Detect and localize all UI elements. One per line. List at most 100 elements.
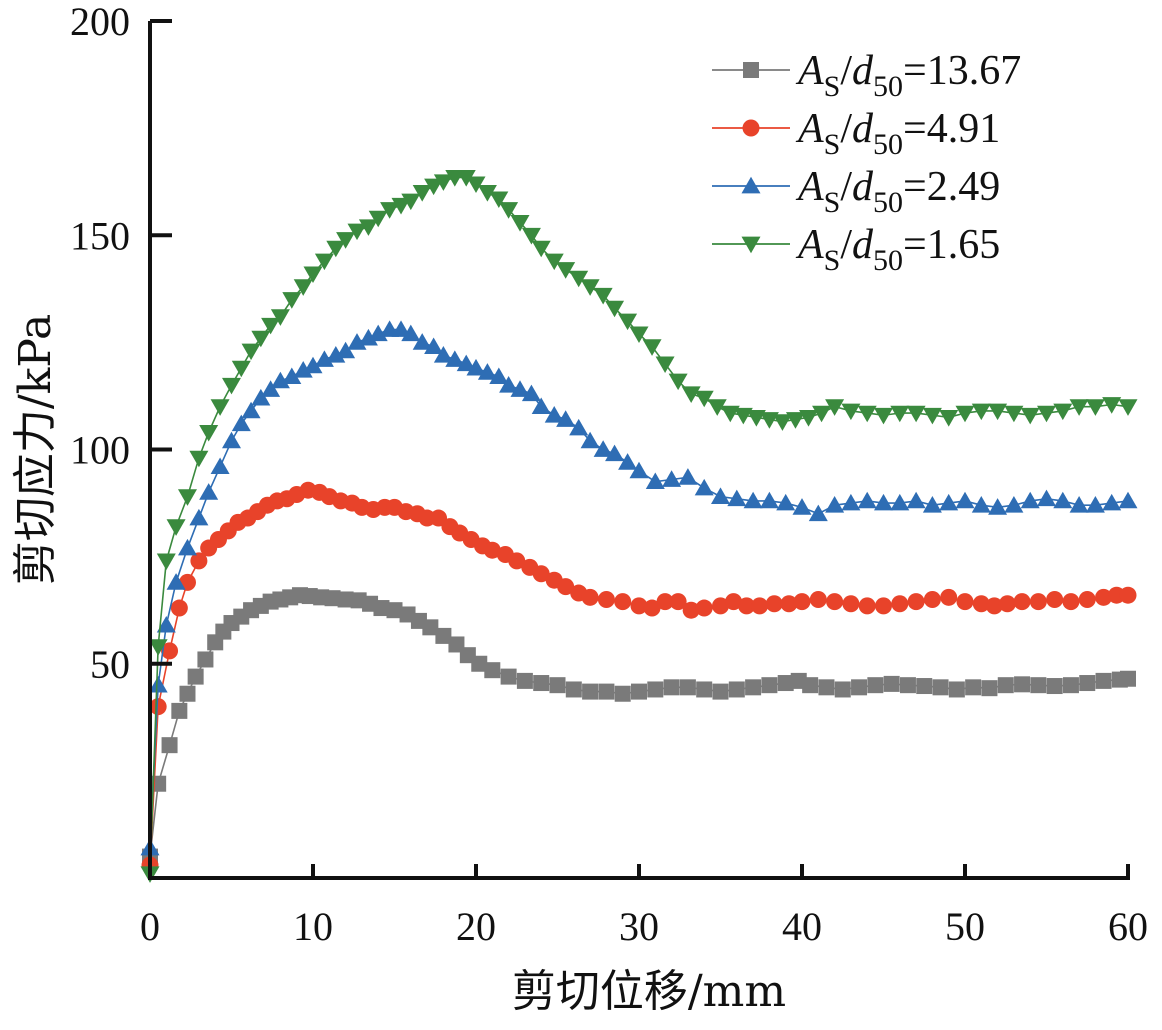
data-point	[241, 343, 261, 361]
data-point	[456, 170, 476, 187]
data-point	[424, 178, 444, 196]
data-point	[695, 599, 713, 617]
data-point	[549, 677, 566, 694]
data-point	[643, 599, 661, 617]
data-point	[727, 489, 747, 507]
data-point	[1119, 586, 1137, 604]
data-point	[642, 339, 662, 356]
data-point	[156, 615, 176, 633]
data-point	[681, 386, 701, 403]
data-point	[251, 388, 271, 406]
data-point	[337, 591, 354, 608]
data-point	[456, 354, 476, 372]
data-point	[544, 406, 564, 423]
data-point	[466, 176, 486, 194]
data-point	[1069, 399, 1089, 416]
data-point	[466, 358, 486, 376]
data-point	[386, 602, 403, 619]
data-point	[922, 496, 942, 513]
data-point	[483, 541, 501, 559]
data-point	[618, 453, 638, 470]
data-point	[314, 350, 334, 367]
data-point	[825, 496, 845, 513]
data-point	[336, 341, 356, 359]
data-point	[858, 597, 876, 615]
data-point	[891, 595, 909, 613]
y-tick-label: 200	[70, 0, 130, 44]
data-point	[1085, 496, 1105, 513]
data-point	[261, 380, 281, 397]
data-point	[883, 675, 900, 692]
data-point	[1095, 588, 1113, 606]
data-point	[614, 593, 632, 611]
x-tick-label: 20	[456, 904, 496, 949]
data-point	[1085, 399, 1105, 416]
data-point	[629, 461, 649, 479]
legend-item: AS/d50=2.49	[712, 164, 1000, 219]
data-point	[556, 410, 576, 427]
data-point	[1062, 677, 1079, 694]
data-point	[656, 593, 674, 611]
data-point	[521, 227, 541, 245]
data-point	[531, 240, 551, 258]
data-point	[477, 363, 497, 380]
y-axis-title: 剪切应力/kPa	[10, 314, 61, 585]
data-point	[1102, 397, 1122, 414]
data-point	[424, 337, 444, 355]
data-point	[742, 119, 760, 137]
data-point	[189, 508, 209, 526]
data-point	[802, 677, 819, 694]
data-point	[1037, 489, 1056, 507]
data-point	[874, 407, 893, 425]
data-point	[598, 683, 615, 700]
x-ticks: 0 10 20 30 40 50 60	[140, 864, 1148, 949]
data-point	[981, 680, 998, 697]
data-point	[841, 493, 861, 511]
data-point	[988, 498, 1008, 515]
data-point	[906, 491, 926, 509]
data-point	[597, 590, 615, 608]
series-layer	[140, 170, 1138, 883]
data-point	[569, 270, 589, 288]
data-point	[166, 573, 186, 590]
data-point	[500, 668, 517, 685]
data-point	[785, 412, 805, 429]
data-point	[916, 678, 933, 695]
data-point	[923, 590, 941, 608]
data-point	[780, 595, 798, 613]
y-tick-label: 50	[90, 642, 130, 687]
data-point	[922, 407, 942, 425]
data-point	[712, 597, 729, 615]
data-point	[668, 373, 688, 391]
data-point	[818, 679, 835, 696]
data-point	[759, 491, 779, 509]
data-point	[857, 491, 877, 509]
data-point	[170, 599, 188, 617]
data-point	[412, 333, 432, 350]
data-point	[569, 418, 589, 436]
data-point	[694, 390, 714, 408]
y-ticks: 50 100 150 200	[70, 0, 172, 687]
data-point	[161, 737, 178, 754]
data-point	[741, 236, 761, 254]
data-point	[629, 326, 649, 344]
data-point	[1095, 672, 1112, 689]
data-point	[544, 253, 564, 271]
data-point	[851, 679, 868, 696]
data-point	[593, 287, 613, 305]
data-point	[499, 376, 519, 393]
data-point	[906, 405, 926, 423]
data-point	[166, 519, 186, 536]
data-point	[433, 346, 453, 363]
data-point	[707, 399, 727, 416]
data-point	[231, 414, 251, 432]
data-point	[171, 702, 188, 719]
data-point	[270, 371, 290, 389]
legend: AS/d50=13.67AS/d50=4.91AS/d50=2.49AS/d50…	[712, 48, 1021, 277]
data-point	[940, 588, 958, 606]
data-point	[972, 595, 990, 613]
data-point	[1118, 491, 1138, 509]
data-point	[808, 504, 828, 522]
data-point	[809, 590, 827, 608]
data-point	[580, 279, 600, 296]
